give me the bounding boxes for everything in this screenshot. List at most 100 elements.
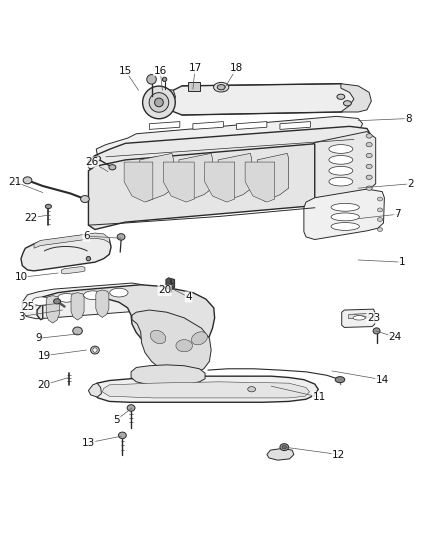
Polygon shape bbox=[267, 448, 294, 460]
Polygon shape bbox=[102, 382, 310, 398]
Polygon shape bbox=[166, 278, 175, 289]
Ellipse shape bbox=[147, 75, 156, 84]
Ellipse shape bbox=[81, 196, 89, 203]
Text: 8: 8 bbox=[405, 114, 412, 124]
Ellipse shape bbox=[282, 446, 286, 449]
Ellipse shape bbox=[46, 204, 51, 208]
Polygon shape bbox=[71, 293, 84, 320]
Polygon shape bbox=[34, 233, 110, 248]
Ellipse shape bbox=[373, 328, 380, 334]
Text: 21: 21 bbox=[8, 176, 21, 187]
Polygon shape bbox=[88, 383, 102, 397]
Text: 2: 2 bbox=[407, 179, 414, 189]
Ellipse shape bbox=[343, 101, 351, 106]
Text: 16: 16 bbox=[154, 66, 167, 76]
Polygon shape bbox=[61, 266, 85, 274]
Ellipse shape bbox=[150, 330, 166, 344]
Polygon shape bbox=[163, 162, 194, 202]
Text: 20: 20 bbox=[38, 380, 51, 390]
Ellipse shape bbox=[366, 164, 372, 168]
Ellipse shape bbox=[109, 165, 116, 170]
Ellipse shape bbox=[149, 93, 169, 112]
Ellipse shape bbox=[176, 340, 192, 352]
Ellipse shape bbox=[331, 213, 359, 221]
Ellipse shape bbox=[366, 186, 372, 190]
Ellipse shape bbox=[118, 432, 126, 439]
Polygon shape bbox=[147, 88, 176, 107]
Ellipse shape bbox=[32, 297, 50, 305]
Polygon shape bbox=[341, 84, 371, 112]
Ellipse shape bbox=[23, 177, 32, 184]
Ellipse shape bbox=[329, 177, 353, 186]
Text: 7: 7 bbox=[394, 209, 401, 219]
FancyBboxPatch shape bbox=[187, 82, 200, 91]
Ellipse shape bbox=[329, 166, 353, 175]
Polygon shape bbox=[205, 162, 235, 202]
Ellipse shape bbox=[335, 377, 345, 383]
Polygon shape bbox=[131, 365, 205, 386]
Ellipse shape bbox=[366, 134, 372, 138]
Ellipse shape bbox=[57, 294, 76, 302]
Ellipse shape bbox=[86, 256, 91, 261]
Text: 25: 25 bbox=[22, 302, 35, 312]
Ellipse shape bbox=[191, 332, 207, 345]
Ellipse shape bbox=[214, 83, 229, 92]
Ellipse shape bbox=[53, 298, 60, 304]
Polygon shape bbox=[237, 122, 267, 130]
Text: 15: 15 bbox=[119, 66, 132, 76]
Polygon shape bbox=[124, 162, 153, 202]
Text: 11: 11 bbox=[312, 392, 326, 402]
Polygon shape bbox=[88, 126, 371, 173]
Ellipse shape bbox=[84, 291, 102, 300]
Ellipse shape bbox=[378, 208, 383, 212]
Polygon shape bbox=[304, 189, 385, 239]
Ellipse shape bbox=[331, 204, 359, 211]
Polygon shape bbox=[342, 309, 375, 327]
Text: 17: 17 bbox=[188, 63, 201, 74]
Ellipse shape bbox=[248, 386, 255, 392]
Polygon shape bbox=[218, 154, 252, 201]
Ellipse shape bbox=[94, 156, 101, 161]
Ellipse shape bbox=[217, 85, 225, 90]
Polygon shape bbox=[193, 122, 223, 130]
Text: 5: 5 bbox=[113, 415, 120, 425]
Text: 18: 18 bbox=[230, 63, 243, 74]
Ellipse shape bbox=[378, 197, 383, 201]
Polygon shape bbox=[280, 122, 311, 130]
Polygon shape bbox=[179, 154, 212, 201]
Text: 14: 14 bbox=[375, 375, 389, 385]
Text: 22: 22 bbox=[25, 213, 38, 223]
Polygon shape bbox=[93, 376, 318, 402]
Polygon shape bbox=[132, 310, 211, 375]
Ellipse shape bbox=[366, 154, 372, 158]
Ellipse shape bbox=[155, 98, 163, 107]
Ellipse shape bbox=[378, 217, 383, 221]
Ellipse shape bbox=[366, 142, 372, 147]
Ellipse shape bbox=[280, 443, 289, 450]
Text: 4: 4 bbox=[185, 292, 192, 302]
Ellipse shape bbox=[93, 348, 97, 352]
Text: 9: 9 bbox=[35, 333, 42, 343]
Ellipse shape bbox=[110, 288, 128, 297]
Text: 6: 6 bbox=[83, 231, 89, 241]
Ellipse shape bbox=[143, 86, 175, 119]
Text: 1: 1 bbox=[399, 257, 405, 267]
Ellipse shape bbox=[127, 405, 135, 411]
Text: 10: 10 bbox=[14, 272, 28, 282]
Text: 12: 12 bbox=[332, 449, 345, 459]
Ellipse shape bbox=[353, 316, 365, 320]
Text: 23: 23 bbox=[367, 313, 380, 323]
Text: 3: 3 bbox=[18, 312, 24, 321]
Ellipse shape bbox=[329, 144, 353, 154]
Polygon shape bbox=[21, 234, 111, 271]
Text: 13: 13 bbox=[82, 438, 95, 448]
Polygon shape bbox=[96, 290, 109, 318]
Text: 24: 24 bbox=[389, 332, 402, 342]
Ellipse shape bbox=[73, 327, 82, 335]
Polygon shape bbox=[306, 132, 376, 201]
Ellipse shape bbox=[117, 233, 125, 240]
Ellipse shape bbox=[91, 346, 99, 354]
Text: 26: 26 bbox=[85, 157, 99, 167]
Polygon shape bbox=[22, 283, 147, 319]
Ellipse shape bbox=[162, 77, 167, 82]
